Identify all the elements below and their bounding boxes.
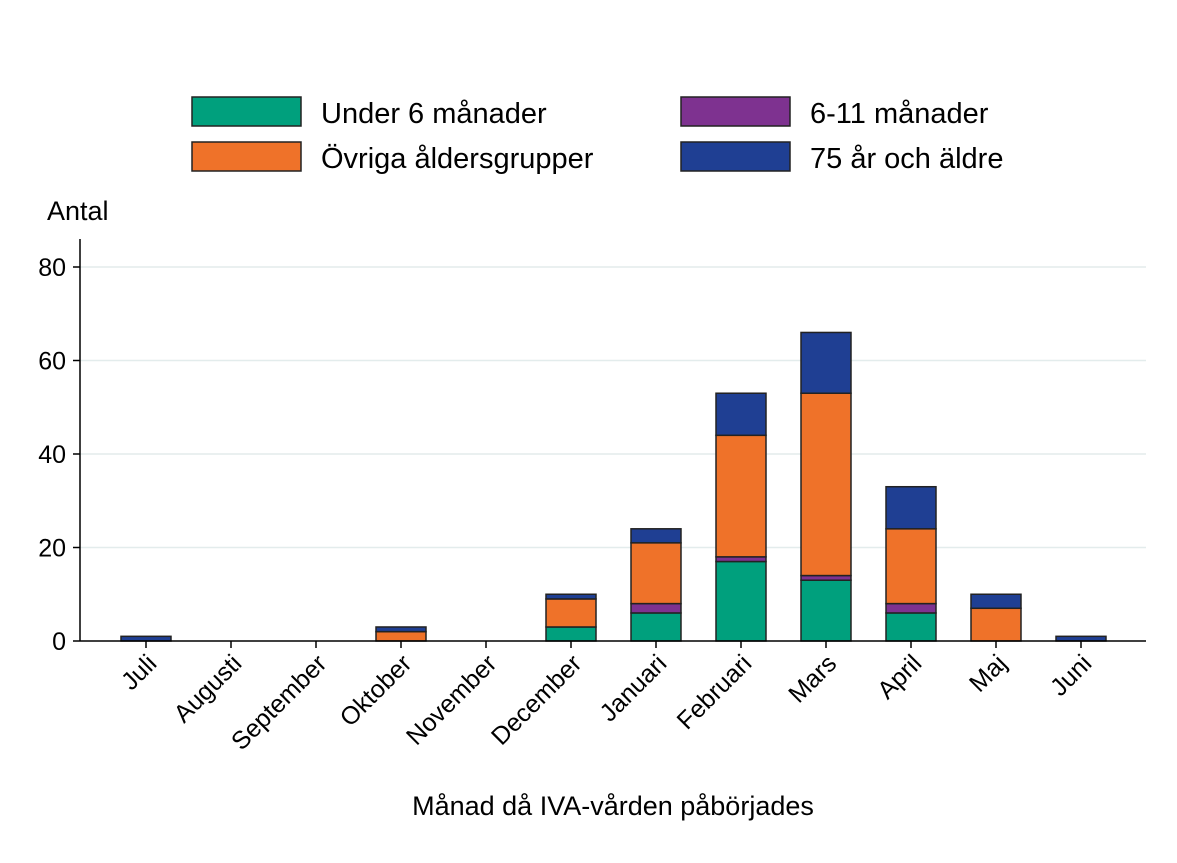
y-axis-label: Antal: [47, 196, 109, 226]
bar-segment: [885, 602, 937, 614]
y-tick-label: 40: [38, 441, 66, 469]
bar-segment: [545, 593, 597, 600]
bars: [120, 331, 1107, 642]
bar-segment: [630, 602, 682, 614]
bar-segment: [885, 612, 937, 642]
y-tick-label: 0: [52, 628, 66, 656]
legend: Under 6 månader 6-11 månader Övriga ålders…: [191, 96, 1003, 175]
legend-label: 75 år och äldre: [810, 143, 1003, 175]
bar-segment: [800, 331, 852, 394]
legend-swatch: [680, 96, 791, 127]
y-tick-label: 20: [38, 535, 66, 563]
x-tick-label: December: [486, 649, 587, 750]
bar-segment: [800, 392, 852, 577]
bar-segment: [545, 598, 597, 628]
x-axis-label: Månad då IVA-vården påbörjades: [412, 791, 814, 821]
legend-swatch: [680, 141, 791, 172]
bar-segment: [715, 434, 767, 558]
x-tick-label: Juni: [1045, 649, 1097, 701]
x-tick-label: Oktober: [335, 649, 418, 732]
bar-segment: [630, 528, 682, 544]
bar-segment: [970, 593, 1022, 610]
x-tick-label: Juli: [116, 649, 162, 695]
x-tick-label: November: [401, 649, 502, 750]
bar-segment: [375, 626, 427, 633]
x-tick-label: Augusti: [168, 649, 247, 728]
bar-segment: [970, 607, 1022, 642]
bar-segment: [800, 579, 852, 642]
legend-swatch: [191, 141, 302, 172]
legend-label: Övriga åldersgrupper: [321, 143, 594, 175]
x-tick-label: Maj: [964, 649, 1012, 697]
legend-swatch: [191, 96, 302, 127]
bar-segment: [545, 626, 597, 642]
bar-segment: [630, 542, 682, 605]
y-tick-label: 60: [38, 348, 66, 376]
bar-segment: [885, 528, 937, 605]
bar-segment: [715, 560, 767, 642]
y-tick-label: 80: [38, 254, 66, 282]
bar-segment: [715, 392, 767, 437]
legend-label: 6-11 månader: [810, 98, 989, 130]
legend-label: Under 6 månader: [321, 98, 547, 130]
x-tick-label: Mars: [783, 649, 842, 708]
bar-segment: [885, 485, 937, 530]
x-tick-label: Januari: [594, 649, 672, 727]
gridlines: [80, 266, 1146, 549]
x-tick-label: April: [872, 649, 927, 704]
bar-segment: [375, 630, 427, 642]
bar-segment: [630, 612, 682, 642]
x-tick-label: Februari: [672, 649, 758, 735]
